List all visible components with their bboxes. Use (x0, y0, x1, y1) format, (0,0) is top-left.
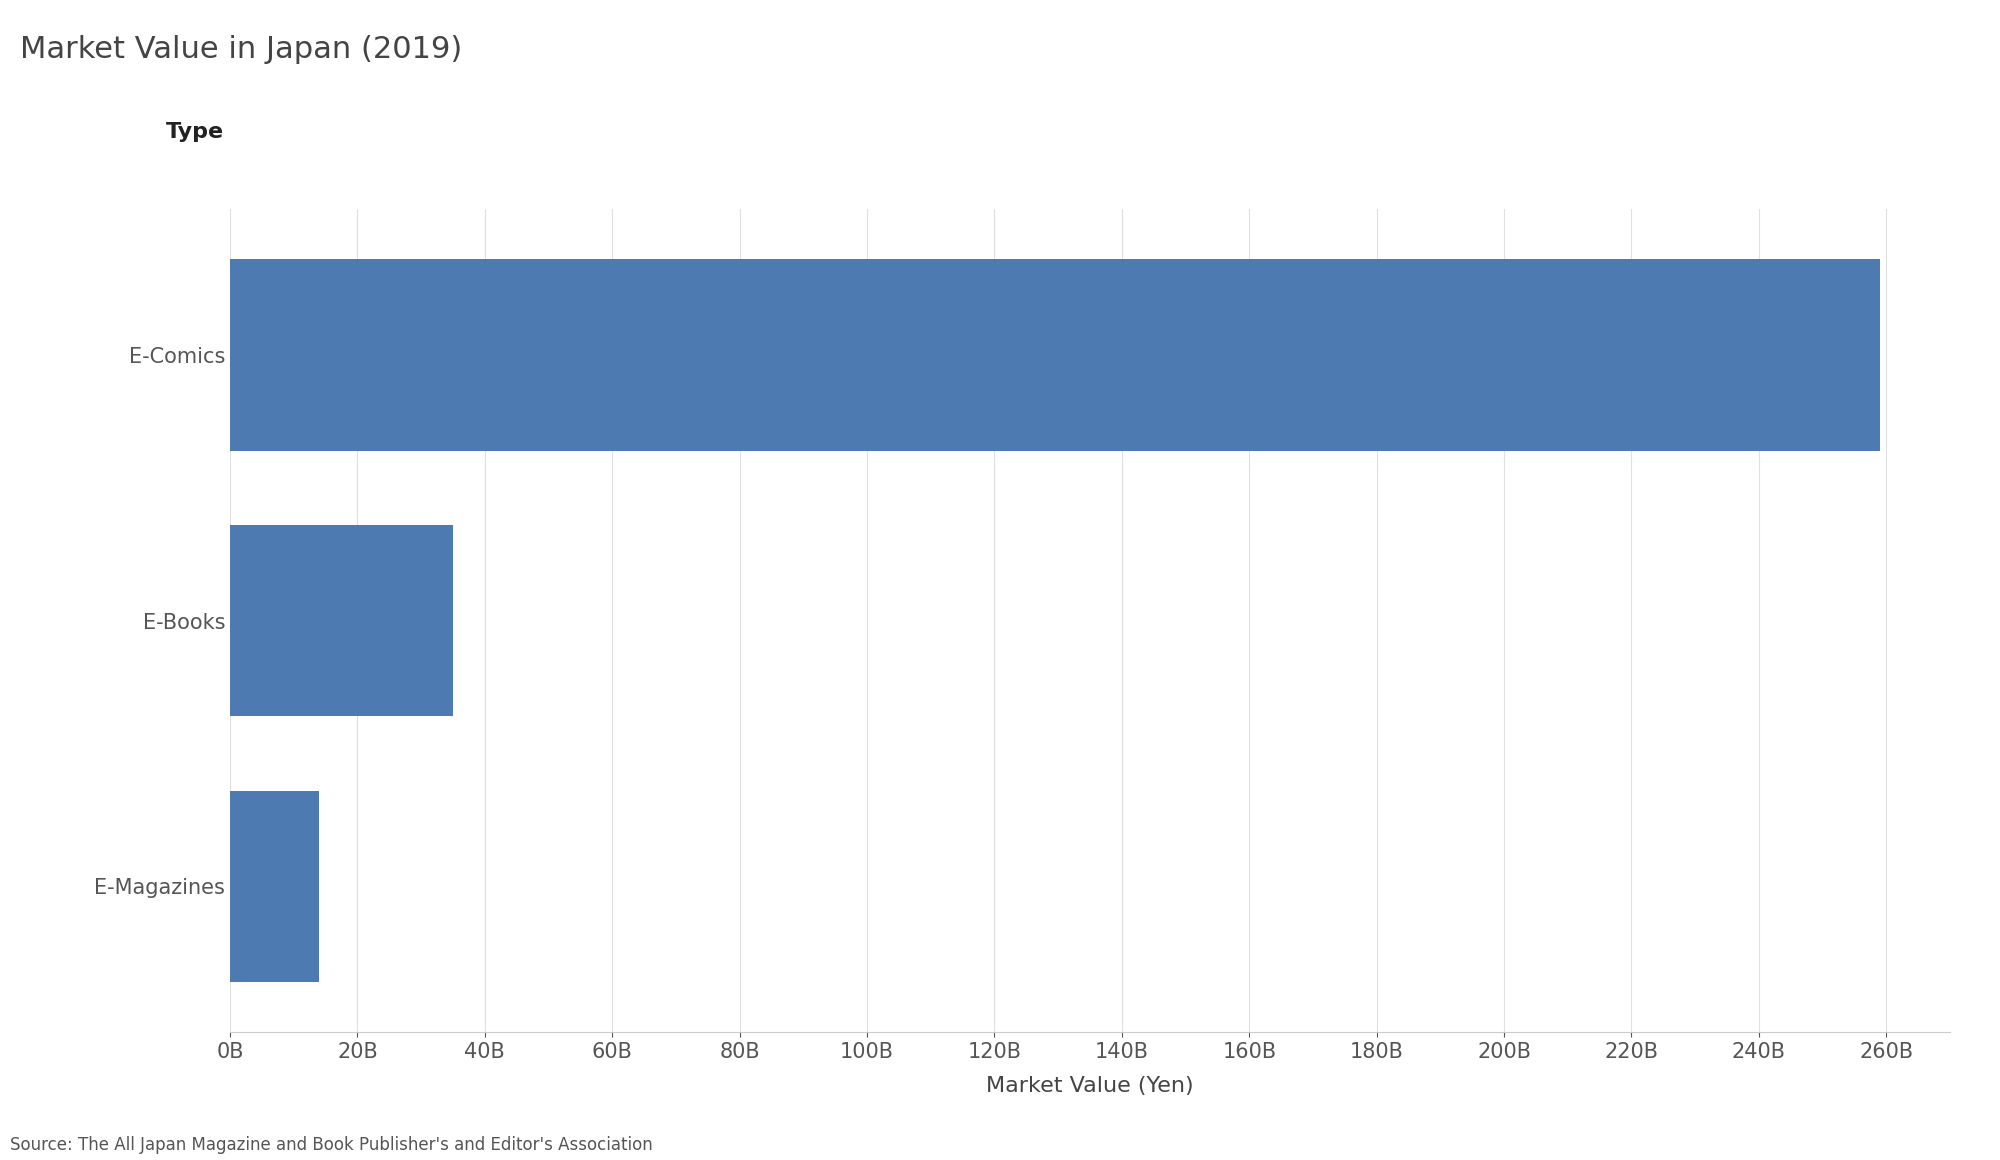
Text: Market Value in Japan (2019): Market Value in Japan (2019) (20, 35, 462, 64)
Text: Type: Type (166, 122, 224, 142)
X-axis label: Market Value (Yen): Market Value (Yen) (986, 1076, 1194, 1096)
Bar (230, 260, 1880, 450)
Bar (230, 791, 320, 981)
Text: Source: The All Japan Magazine and Book Publisher's and Editor's Association: Source: The All Japan Magazine and Book … (10, 1136, 652, 1154)
Bar (230, 525, 452, 716)
